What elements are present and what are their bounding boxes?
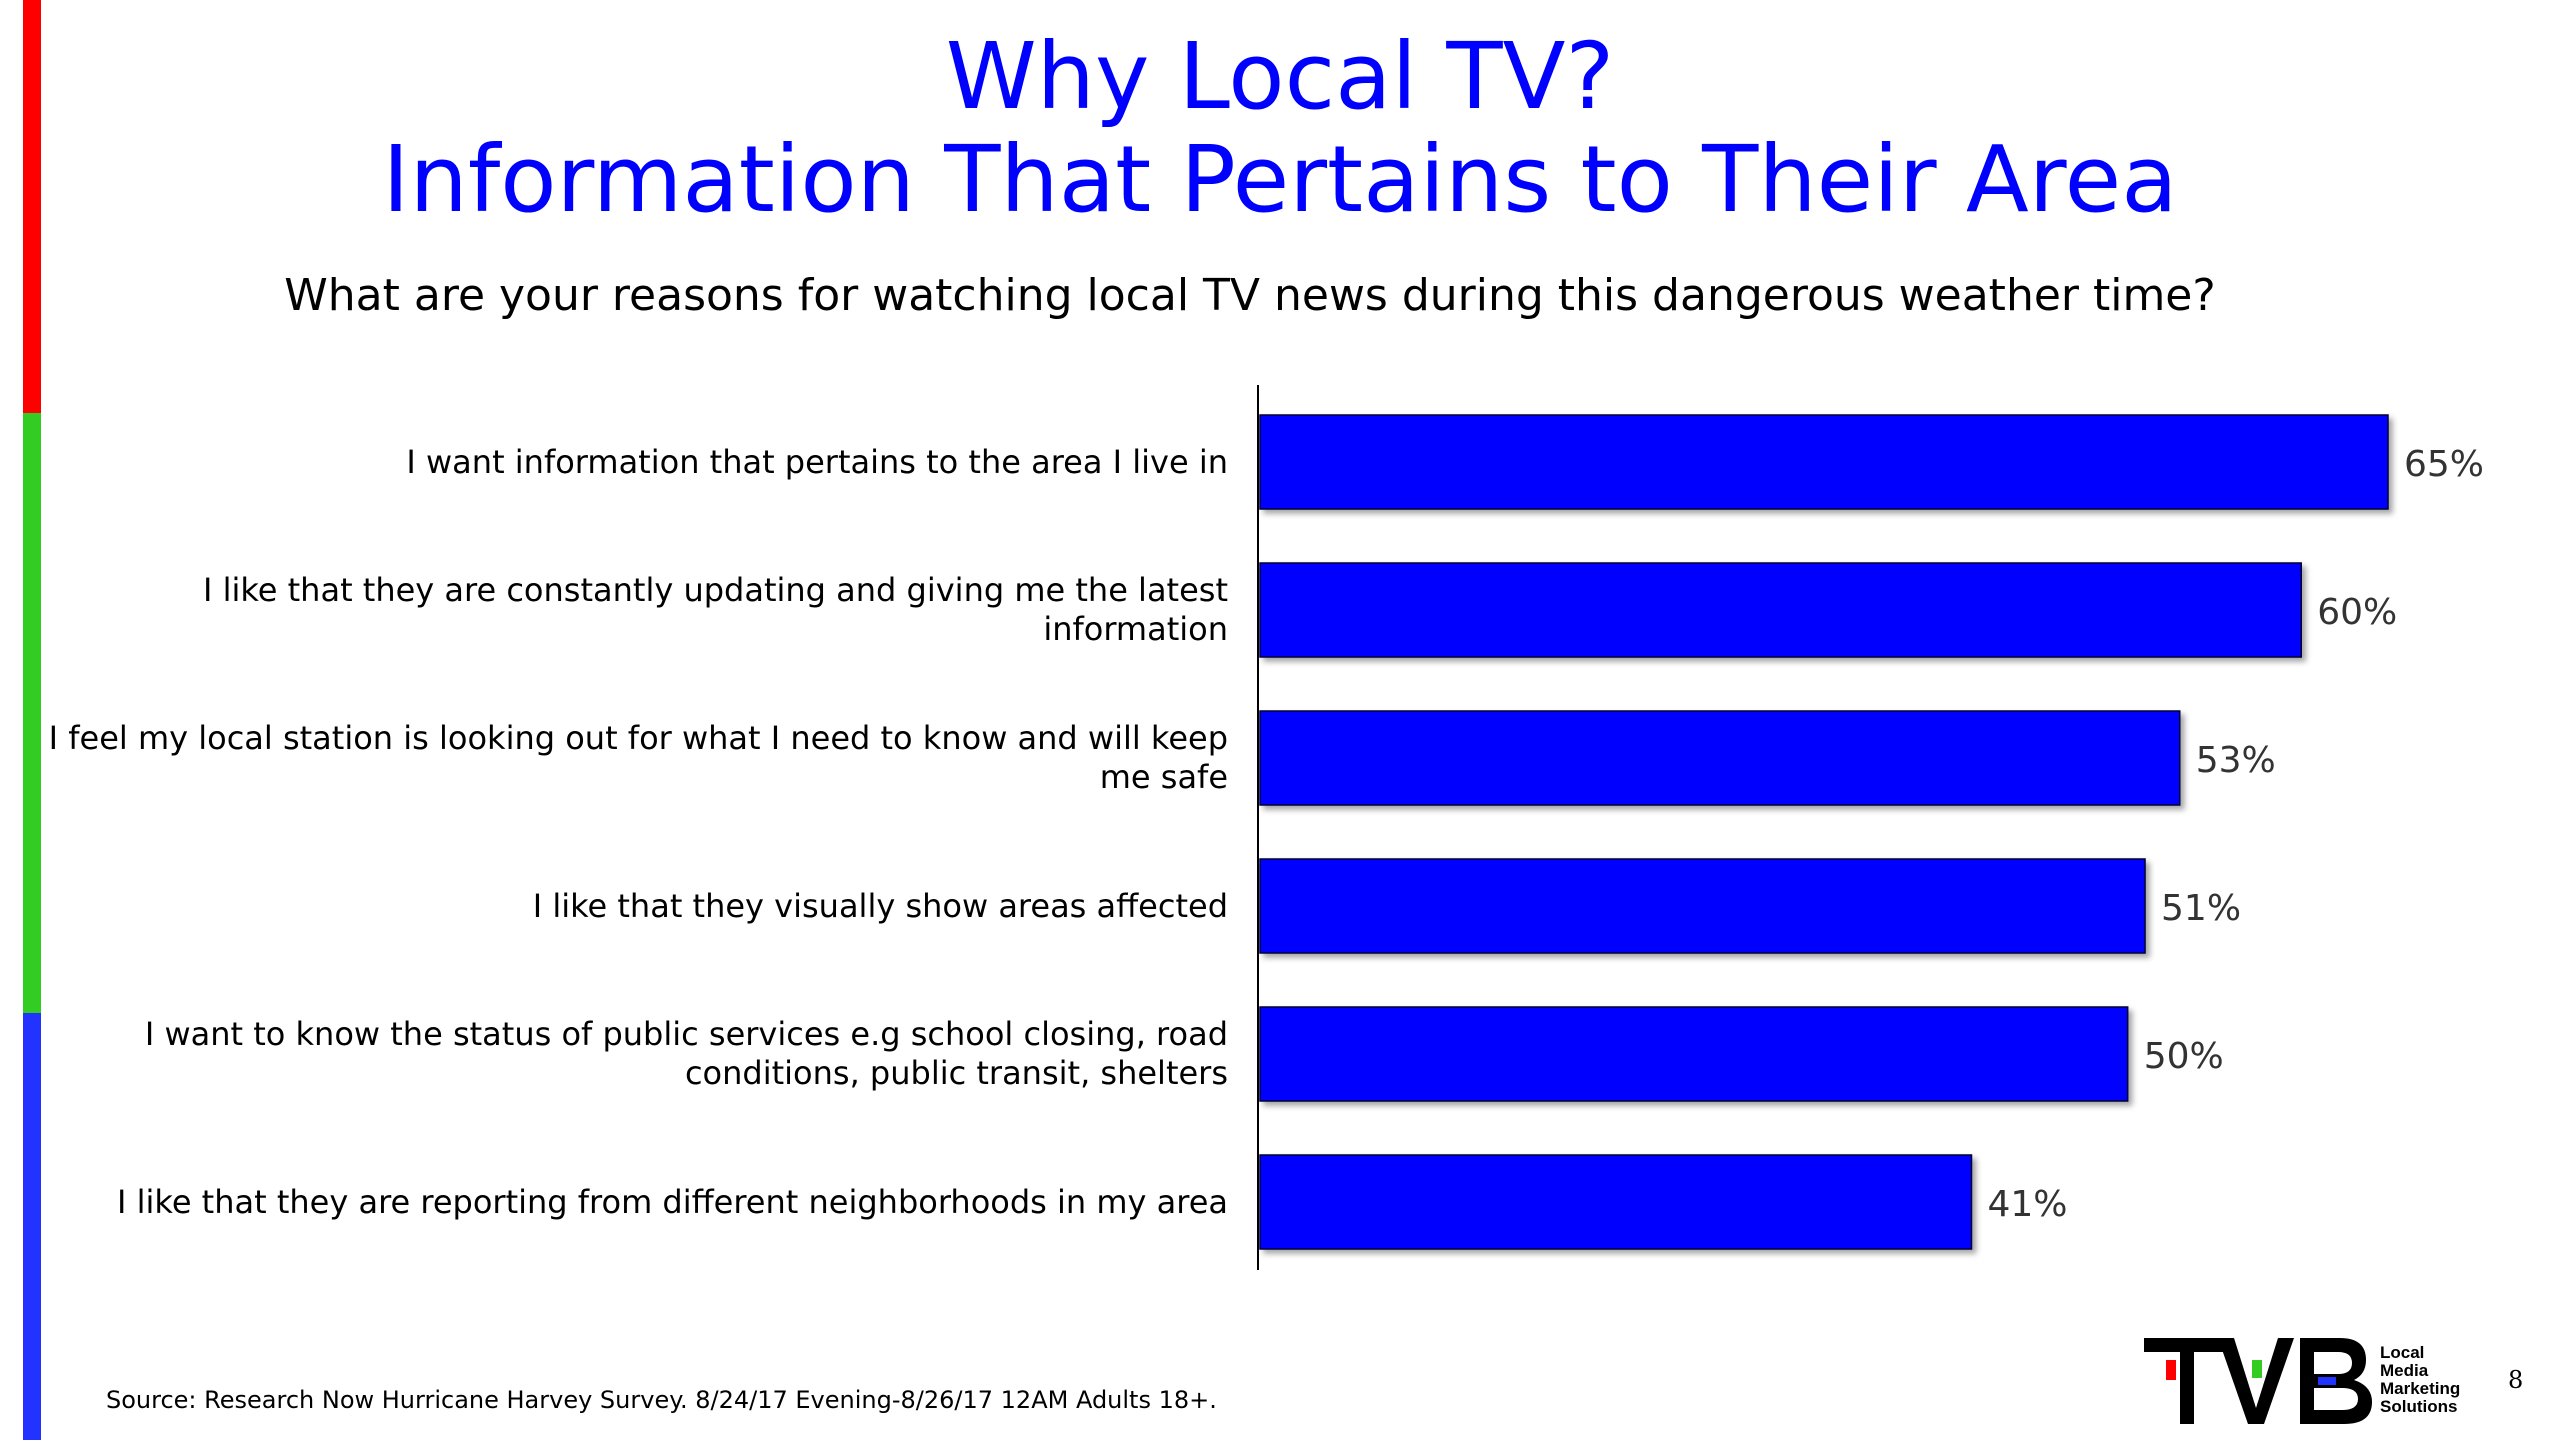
category-label-1: I want information that pertains to the … — [406, 442, 1228, 481]
bar-value-label-3: 53% — [2196, 740, 2276, 781]
category-label-4: I like that they visually show areas aff… — [532, 886, 1228, 925]
bar-2 — [1259, 562, 2302, 658]
logo-tagline-2: Media — [2380, 1361, 2429, 1380]
bar-3 — [1259, 710, 2181, 806]
bar-value-label-4: 51% — [2161, 888, 2241, 929]
tvb-logo: Local Media Marketing Solutions — [2144, 1338, 2460, 1424]
slide-title-line-2: Information That Pertains to Their Area — [382, 126, 2178, 233]
source-note: Source: Research Now Hurricane Harvey Su… — [106, 1386, 1217, 1414]
bar-5 — [1259, 1006, 2129, 1102]
chart-question: What are your reasons for watching local… — [284, 270, 2216, 321]
category-label-6: I like that they are reporting from diff… — [117, 1182, 1228, 1221]
bar-6 — [1259, 1154, 1973, 1250]
bar-1 — [1259, 414, 2389, 510]
logo-tagline-3: Marketing — [2380, 1379, 2460, 1398]
side-bar-red — [23, 0, 41, 413]
category-label-3: I feel my local station is looking out f… — [48, 719, 1228, 796]
bar-value-label-2: 60% — [2317, 592, 2397, 633]
slide-title-line-1: Why Local TV? — [945, 23, 1615, 130]
logo-tagline-4: Solutions — [2380, 1397, 2457, 1416]
category-label-2: I like that they are constantly updating… — [202, 571, 1228, 648]
logo-tagline-1: Local — [2380, 1343, 2424, 1362]
bar-4 — [1259, 858, 2146, 954]
bar-value-label-1: 65% — [2404, 444, 2484, 485]
bar-value-label-5: 50% — [2144, 1036, 2224, 1077]
side-bar-green — [23, 413, 41, 1013]
page-number: 8 — [2508, 1366, 2524, 1394]
bar-value-label-6: 41% — [1988, 1184, 2068, 1225]
category-label-5: I want to know the status of public serv… — [144, 1015, 1228, 1092]
side-bar-blue — [23, 1013, 41, 1440]
